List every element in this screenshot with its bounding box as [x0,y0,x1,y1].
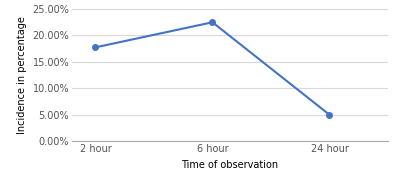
Y-axis label: Incidence in percentage: Incidence in percentage [17,16,27,134]
X-axis label: Time of observation: Time of observation [182,159,278,170]
